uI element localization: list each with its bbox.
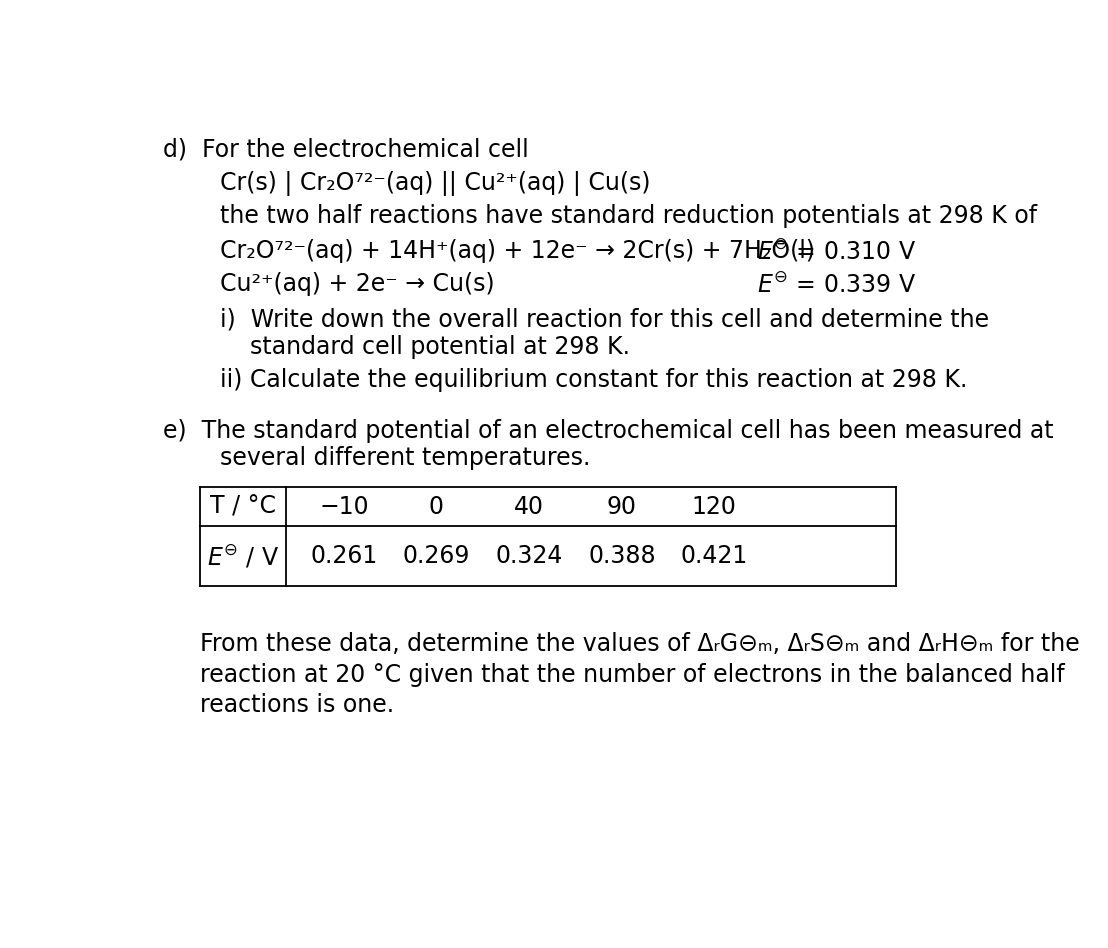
Text: reactions is one.: reactions is one. xyxy=(201,693,394,718)
Text: $E^{\ominus}$ = 0.339 V: $E^{\ominus}$ = 0.339 V xyxy=(757,272,916,297)
Text: −10: −10 xyxy=(320,495,369,519)
Text: Cu²⁺(aq) + 2e⁻ → Cu(s): Cu²⁺(aq) + 2e⁻ → Cu(s) xyxy=(220,272,494,296)
Text: 0.269: 0.269 xyxy=(403,544,470,568)
Text: 0.324: 0.324 xyxy=(495,544,563,568)
Text: reaction at 20 °C given that the number of electrons in the balanced half: reaction at 20 °C given that the number … xyxy=(201,663,1065,686)
Text: d)  For the electrochemical cell: d) For the electrochemical cell xyxy=(163,137,529,162)
Text: T / °C: T / °C xyxy=(211,495,276,519)
Text: ii) Calculate the equilibrium constant for this reaction at 298 K.: ii) Calculate the equilibrium constant f… xyxy=(220,368,967,392)
Text: From these data, determine the values of ΔᵣG⊖ₘ, ΔᵣS⊖ₘ and ΔᵣH⊖ₘ for the: From these data, determine the values of… xyxy=(201,632,1080,656)
Text: the two half reactions have standard reduction potentials at 298 K of: the two half reactions have standard red… xyxy=(220,204,1037,228)
Text: 90: 90 xyxy=(607,495,637,519)
Text: 120: 120 xyxy=(691,495,737,519)
Text: 0: 0 xyxy=(429,495,444,519)
Text: $E^{\ominus}$ / V: $E^{\ominus}$ / V xyxy=(207,542,279,570)
Text: e)  The standard potential of an electrochemical cell has been measured at: e) The standard potential of an electroc… xyxy=(163,419,1054,443)
Text: $E^{\ominus}$ = 0.310 V: $E^{\ominus}$ = 0.310 V xyxy=(757,239,916,264)
Text: 0.421: 0.421 xyxy=(680,544,748,568)
Text: Cr(s) | Cr₂O⁷²⁻(aq) || Cu²⁺(aq) | Cu(s): Cr(s) | Cr₂O⁷²⁻(aq) || Cu²⁺(aq) | Cu(s) xyxy=(220,171,650,195)
Text: 0.388: 0.388 xyxy=(588,544,656,568)
Text: standard cell potential at 298 K.: standard cell potential at 298 K. xyxy=(250,335,630,359)
Text: 0.261: 0.261 xyxy=(311,544,378,568)
Text: Cr₂O⁷²⁻(aq) + 14H⁺(aq) + 12e⁻ → 2Cr(s) + 7H₂O(l): Cr₂O⁷²⁻(aq) + 14H⁺(aq) + 12e⁻ → 2Cr(s) +… xyxy=(220,239,815,264)
Text: i)  Write down the overall reaction for this cell and determine the: i) Write down the overall reaction for t… xyxy=(220,308,989,332)
Text: 40: 40 xyxy=(514,495,544,519)
Text: several different temperatures.: several different temperatures. xyxy=(220,446,591,470)
